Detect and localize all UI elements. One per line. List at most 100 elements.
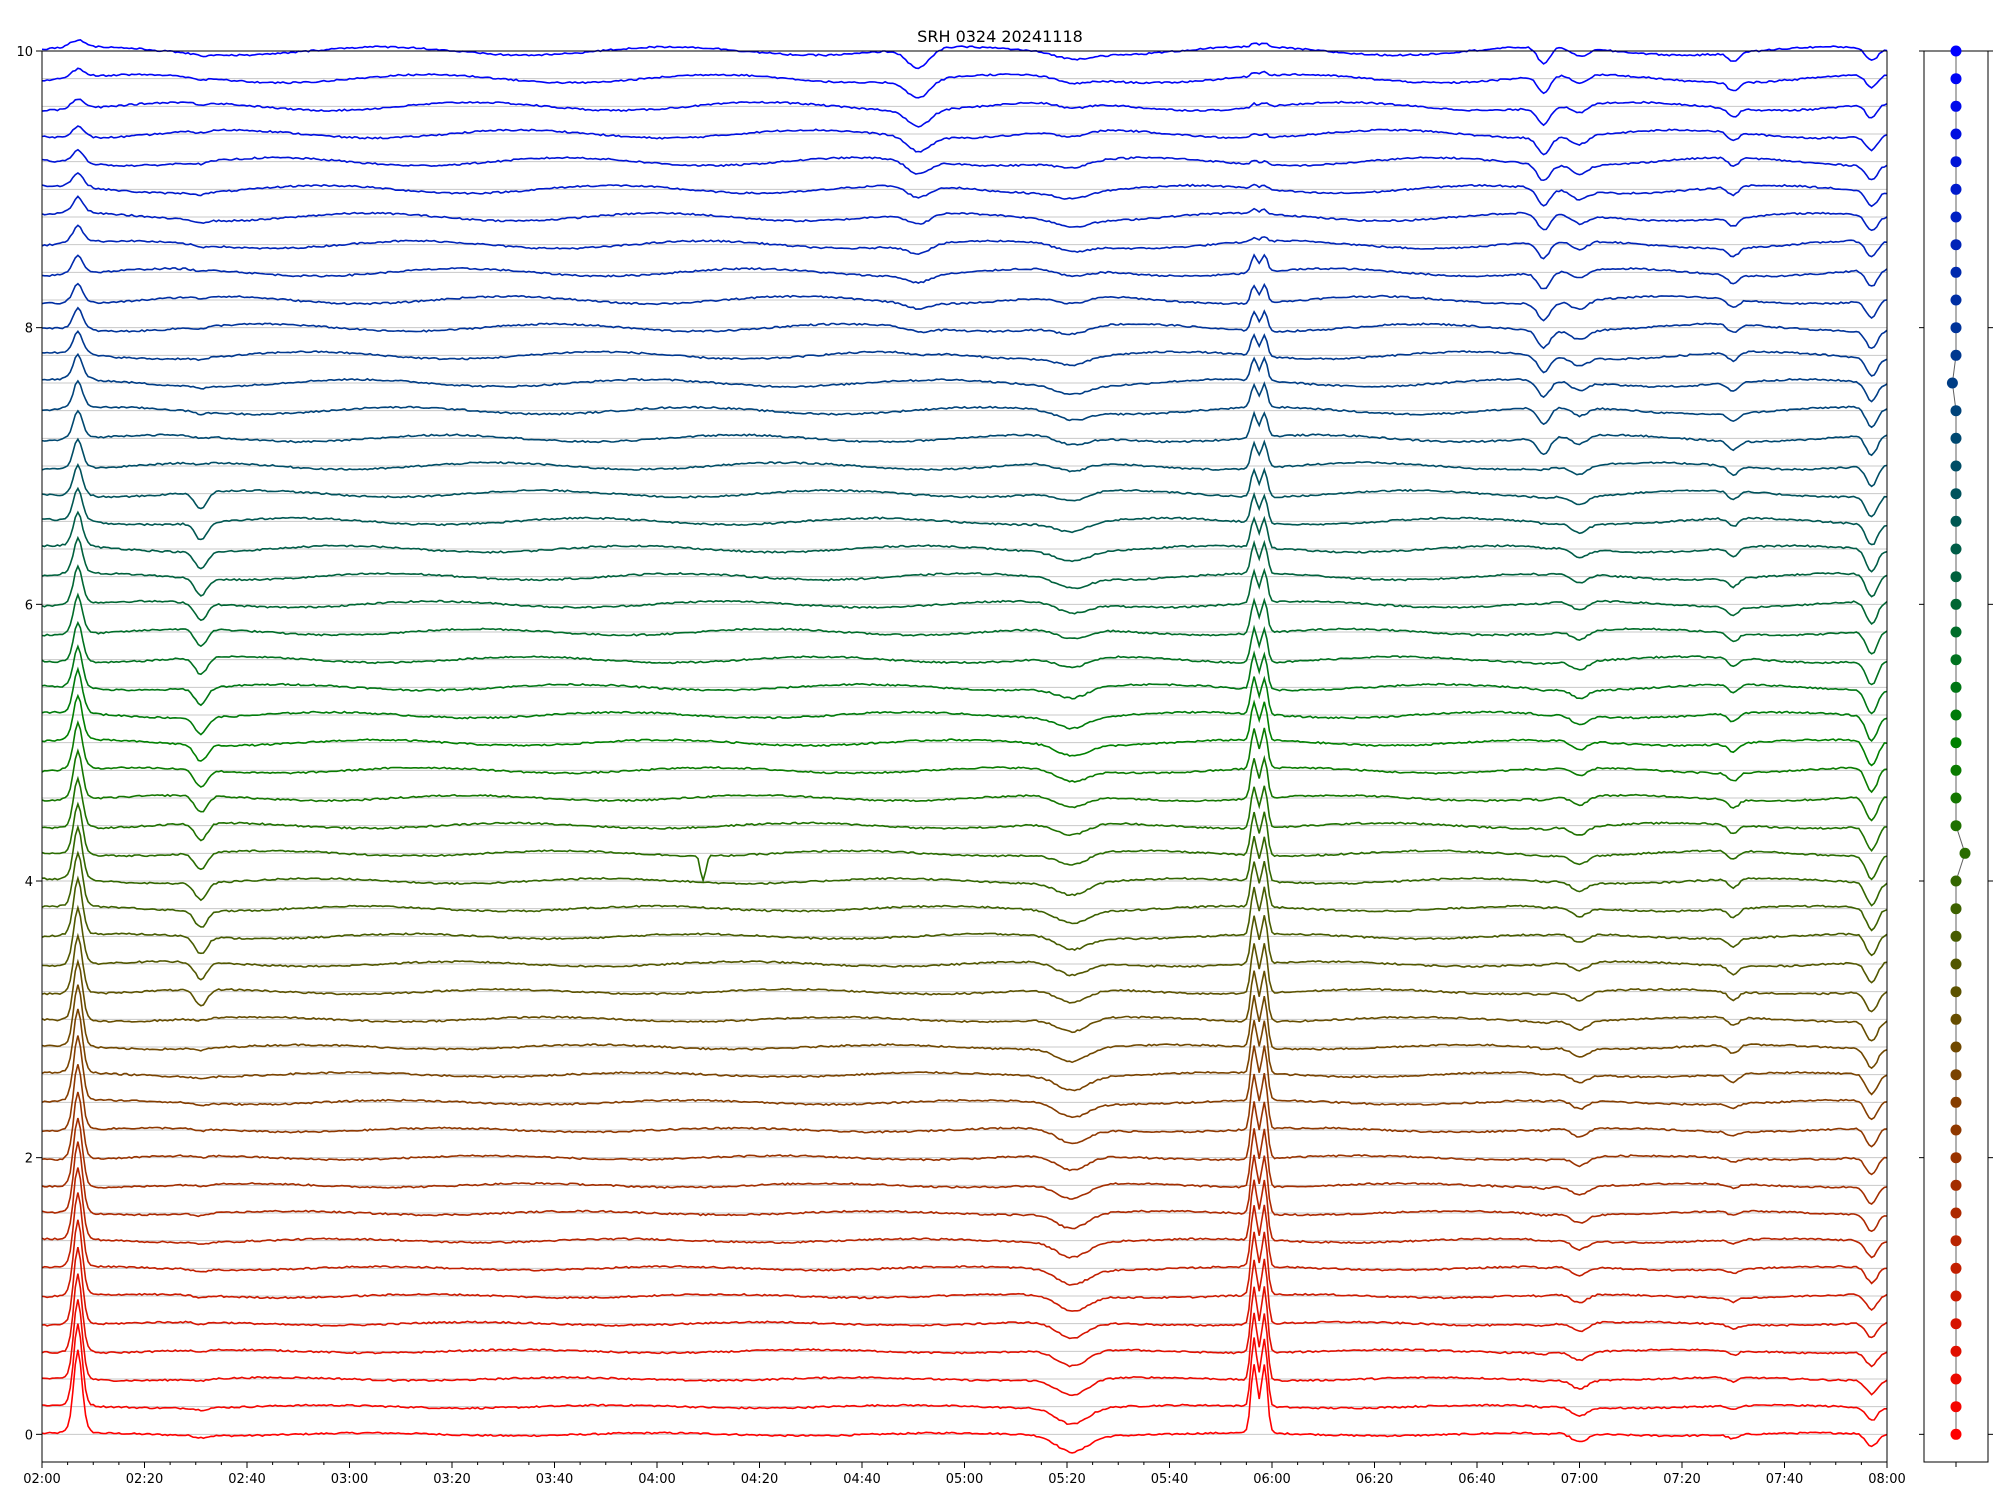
trace-line [41, 1323, 1887, 1426]
x-tick-label: 07:20 [1663, 1472, 1700, 1487]
x-tick-label: 03:40 [536, 1472, 573, 1487]
side-marker [1950, 1041, 1962, 1053]
side-marker [1950, 405, 1962, 417]
x-tick-label: 07:40 [1766, 1472, 1803, 1487]
x-tick-label: 06:00 [1253, 1472, 1290, 1487]
side-marker [1950, 211, 1962, 223]
trace-line [41, 850, 1888, 932]
trace-line [41, 984, 1888, 1070]
trace-line [41, 693, 1888, 767]
x-tick-label: 06:20 [1356, 1472, 1393, 1487]
side-marker [1950, 820, 1962, 832]
x-tick-label: 04:00 [638, 1472, 675, 1487]
side-marker [1950, 626, 1962, 638]
trace-line [41, 1247, 1888, 1340]
side-marker [1950, 1401, 1962, 1413]
trace-line [41, 462, 1888, 518]
trace-line [41, 437, 1888, 488]
side-marker [1950, 543, 1962, 555]
side-marker [1946, 377, 1958, 389]
trace-line [41, 253, 1888, 290]
x-tick-label: 03:00 [331, 1472, 368, 1487]
trace-line [41, 1167, 1888, 1259]
side-marker [1950, 875, 1962, 887]
trace-line [41, 148, 1888, 182]
chart-title: SRH 0324 20241118 [917, 27, 1083, 46]
trace-line [41, 409, 1888, 457]
side-marker [1950, 1124, 1962, 1136]
side-marker [1950, 100, 1962, 112]
trace-line [41, 592, 1888, 655]
trace-line [41, 510, 1888, 573]
trace-line [41, 282, 1888, 322]
trace-line [41, 329, 1888, 377]
side-marker [1950, 792, 1962, 804]
side-marker [1950, 294, 1962, 306]
side-marker [1950, 1069, 1962, 1081]
trace-line [41, 352, 1888, 403]
x-tick-label: 07:00 [1561, 1472, 1598, 1487]
trace-line [42, 67, 1887, 99]
side-marker [1950, 709, 1962, 721]
side-marker [1950, 1096, 1962, 1108]
x-tick-label: 02:40 [228, 1472, 265, 1487]
x-tick-label: 05:40 [1151, 1472, 1188, 1487]
trace-line [41, 1117, 1888, 1205]
trace-line [41, 1035, 1888, 1121]
side-marker [1950, 1428, 1962, 1440]
trace-line [41, 486, 1888, 546]
side-marker [1950, 128, 1962, 140]
trace-line [41, 1192, 1888, 1286]
y-tick-label: 8 [25, 322, 33, 337]
trace-line [41, 1349, 1888, 1454]
x-tick-label: 02:20 [126, 1472, 163, 1487]
trace-series-group [41, 38, 1888, 1454]
trace-line [41, 125, 1888, 156]
y-tick-label: 0 [25, 1428, 33, 1443]
side-marker [1950, 958, 1962, 970]
trace-line [41, 38, 1888, 70]
trace-line [41, 1064, 1888, 1148]
trace-line [41, 1219, 1888, 1312]
side-marker [1950, 598, 1962, 610]
side-marker [1950, 571, 1962, 583]
trace-line [41, 564, 1888, 625]
y-axis: 0 2 4 6 8 10 [16, 45, 42, 1443]
side-marker [1950, 1013, 1962, 1025]
trace-line [41, 748, 1887, 822]
side-marker [1950, 1207, 1962, 1219]
x-tick-label: 03:20 [433, 1472, 470, 1487]
side-marker [1950, 1373, 1962, 1385]
side-marker [1950, 1345, 1962, 1357]
side-marker [1950, 183, 1962, 195]
side-marker [1950, 488, 1962, 500]
side-marker [1950, 1290, 1962, 1302]
y-tick-label: 2 [25, 1152, 33, 1167]
y-tick-label: 6 [25, 598, 33, 613]
trace-line [41, 824, 1888, 907]
trace-line [41, 306, 1888, 350]
side-marker [1950, 1152, 1962, 1164]
side-marker [1950, 432, 1962, 444]
side-marker [1950, 239, 1962, 251]
trace-line [41, 1091, 1888, 1176]
side-marker [1950, 1318, 1962, 1330]
trace-line [41, 98, 1888, 128]
side-panel-markers [1946, 45, 1971, 1440]
y-tick-label: 4 [25, 875, 33, 890]
side-marker [1950, 45, 1962, 57]
side-marker [1950, 1262, 1962, 1274]
side-marker [1950, 654, 1962, 666]
trace-line [41, 666, 1888, 743]
side-marker [1950, 322, 1962, 334]
side-marker [1950, 460, 1962, 472]
trace-line [41, 775, 1888, 853]
side-marker [1950, 737, 1962, 749]
side-marker [1950, 764, 1962, 776]
trace-line [41, 379, 1888, 429]
trace-line [41, 958, 1888, 1042]
trace-line [41, 1299, 1888, 1397]
y-tick-label: 10 [16, 45, 33, 60]
